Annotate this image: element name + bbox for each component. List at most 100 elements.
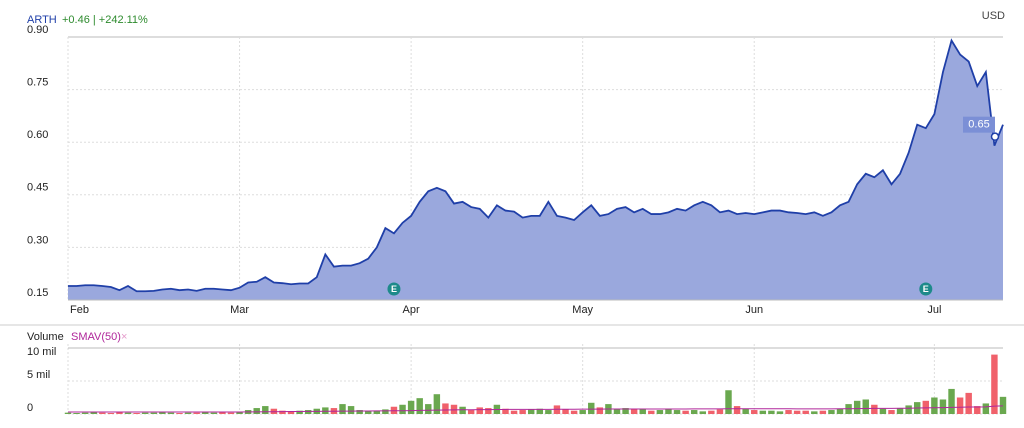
- indicator-name[interactable]: SMAV(50): [71, 331, 121, 343]
- volume-bar: [690, 410, 698, 414]
- volume-bar: [708, 410, 715, 414]
- volume-bar: [365, 411, 372, 414]
- currency: USD: [982, 10, 1005, 22]
- volume-bar: [467, 410, 475, 414]
- last-value-box: [963, 116, 995, 133]
- volume-bar: [613, 408, 621, 414]
- volume-bar: [141, 412, 149, 414]
- volume-bar: [871, 404, 878, 414]
- volume-bar: [673, 410, 681, 414]
- volume-bar: [99, 412, 106, 414]
- volume-bar: [193, 412, 200, 414]
- volume-bar: [167, 412, 175, 414]
- volume-bar: [974, 406, 981, 414]
- volume-bar: [802, 410, 809, 414]
- volume-bar: [982, 403, 990, 414]
- volume-bar: [107, 413, 115, 414]
- y-tick-label: 0.45: [27, 182, 48, 194]
- volume-bar: [279, 410, 286, 414]
- indicator-close[interactable]: ×: [121, 331, 127, 343]
- price-line: [68, 38, 1004, 293]
- volume-bar: [579, 410, 586, 414]
- volume-bar: [227, 412, 235, 414]
- y-tick-label: 0.90: [27, 24, 48, 36]
- volume-bar: [716, 409, 724, 414]
- volume-bar: [545, 410, 552, 414]
- volume-tick-label: 5 mil: [27, 369, 50, 381]
- volume-bar: [999, 396, 1007, 414]
- volume-bar: [202, 412, 209, 414]
- volume-tick-label: 10 mil: [27, 346, 56, 358]
- volume-bar: [879, 408, 887, 414]
- volume-bar: [759, 410, 767, 414]
- volume-bar: [476, 407, 483, 414]
- y-tick-label: 0.30: [27, 234, 48, 246]
- last-marker: [990, 132, 1000, 141]
- volume-bar: [656, 410, 664, 414]
- y-tick-label: 0.60: [27, 129, 48, 141]
- volume-bar: [116, 412, 123, 414]
- volume-bar: [262, 406, 269, 414]
- volume-bar: [304, 410, 312, 414]
- volume-bar: [510, 410, 518, 414]
- volume-bar: [665, 409, 672, 414]
- volume-bar: [425, 404, 432, 414]
- volume-bar: [219, 412, 226, 414]
- volume-bar: [433, 394, 441, 414]
- x-tick-label: Jun: [745, 304, 763, 316]
- volume-bar: [450, 404, 458, 414]
- volume-bar: [682, 410, 689, 414]
- volume-bar: [64, 412, 72, 414]
- volume-bar: [888, 410, 895, 414]
- volume-bar: [931, 397, 938, 414]
- volume-bar: [184, 412, 192, 414]
- volume-bar: [296, 410, 303, 414]
- volume-bar: [176, 413, 183, 414]
- volume-bar: [922, 400, 930, 414]
- volume-title: Volume: [27, 331, 64, 343]
- volume-bar: [382, 409, 389, 414]
- volume-bar: [648, 410, 655, 414]
- volume-bar: [733, 406, 741, 414]
- volume-bar: [785, 410, 792, 414]
- change: +0.46 | +242.11%: [62, 14, 148, 26]
- volume-bar: [562, 409, 569, 414]
- volume-bar: [751, 410, 758, 414]
- volume-bar: [210, 412, 218, 414]
- volume-bar: [742, 408, 749, 414]
- smav-line: [68, 405, 1004, 413]
- volume-bar: [939, 399, 947, 414]
- volume-bar: [339, 404, 346, 414]
- volume-bar: [811, 411, 818, 414]
- volume-bar: [253, 408, 260, 414]
- volume-bar: [236, 412, 243, 414]
- volume-bar: [399, 404, 406, 414]
- volume-bar: [133, 413, 140, 414]
- volume-bar: [536, 408, 544, 414]
- volume-bar: [836, 408, 844, 414]
- volume-bar: [459, 406, 466, 414]
- volume-bar: [793, 410, 801, 414]
- y-tick-label: 0.15: [27, 287, 48, 299]
- volume-bar: [853, 400, 861, 414]
- volume-bar: [819, 410, 827, 414]
- volume-bar: [956, 397, 964, 414]
- volume-bar: [347, 406, 355, 414]
- volume-bar: [570, 410, 578, 414]
- event-label: E: [391, 284, 397, 294]
- volume-bar: [991, 354, 998, 414]
- volume-bar: [356, 410, 363, 414]
- symbol: ARTH: [27, 14, 57, 26]
- volume-bar: [150, 412, 157, 414]
- x-tick-label: Apr: [403, 304, 420, 316]
- volume-bar: [630, 409, 638, 414]
- volume-bar: [124, 412, 132, 414]
- last-value-label: 0.65: [968, 119, 989, 131]
- volume-bar: [596, 407, 604, 414]
- volume-bar: [768, 410, 775, 414]
- volume-bar: [287, 411, 295, 414]
- event-label: E: [923, 284, 929, 294]
- volume-bar: [896, 408, 904, 414]
